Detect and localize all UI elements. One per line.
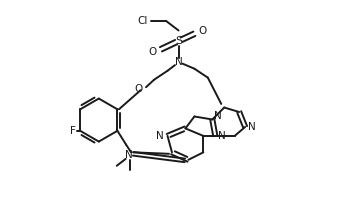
Text: O: O [199, 26, 207, 36]
Text: S: S [175, 36, 182, 46]
Text: O: O [135, 84, 143, 94]
Text: N: N [175, 57, 183, 67]
Text: N: N [214, 112, 221, 121]
Text: F: F [70, 126, 76, 136]
Text: N: N [156, 131, 164, 141]
Text: N: N [125, 150, 132, 160]
Text: N: N [248, 122, 256, 132]
Text: N: N [218, 131, 225, 141]
Text: O: O [149, 47, 157, 57]
Text: Cl: Cl [138, 16, 148, 26]
